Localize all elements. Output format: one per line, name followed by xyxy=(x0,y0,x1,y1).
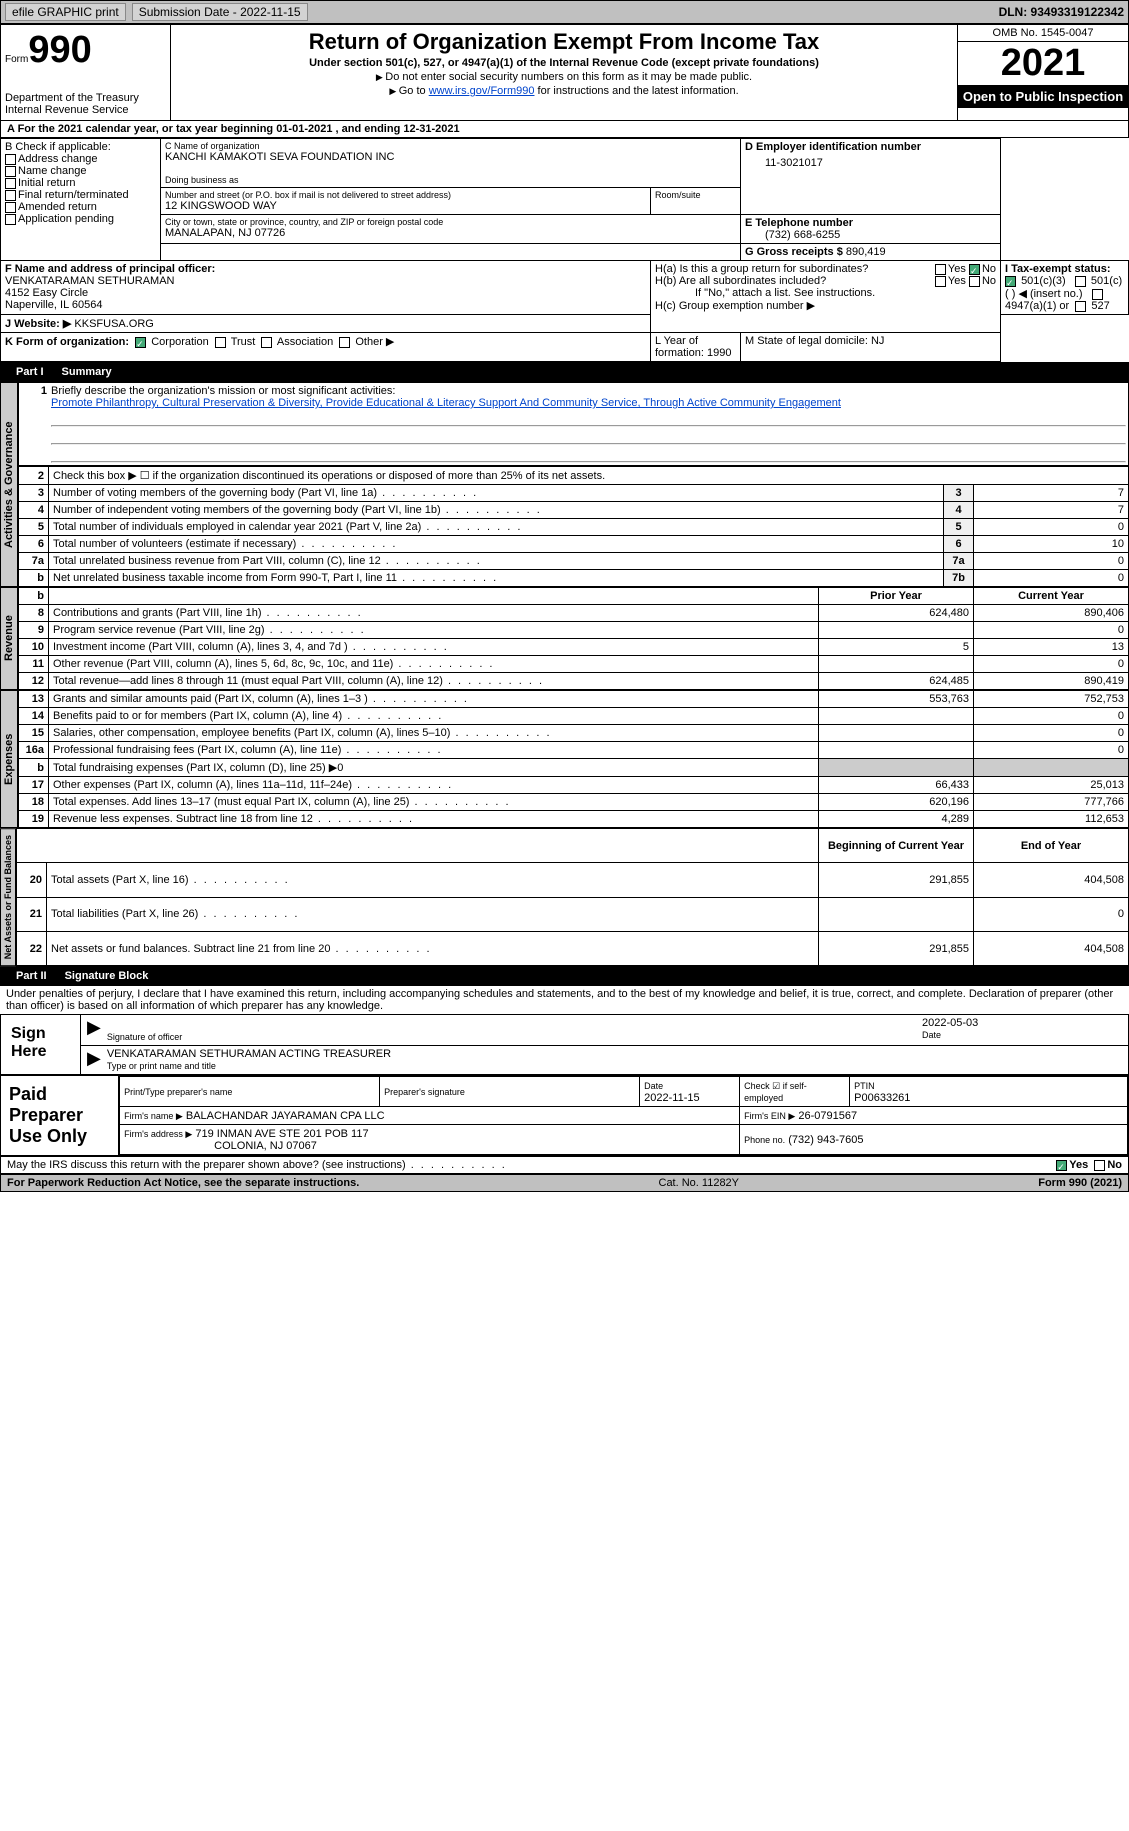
firm-name: BALACHANDAR JAYARAMAN CPA LLC xyxy=(186,1110,385,1122)
note-ssn: Do not enter social security numbers on … xyxy=(175,71,953,83)
signature-date: 2022-05-03 xyxy=(922,1017,1122,1029)
row-a-period: A For the 2021 calendar year, or tax yea… xyxy=(0,121,1129,138)
ein: 11-3021017 xyxy=(745,153,996,169)
note-goto: Go to www.irs.gov/Form990 for instructio… xyxy=(175,85,953,97)
firm-ein: 26-0791567 xyxy=(798,1110,857,1122)
city-state-zip: MANALAPAN, NJ 07726 xyxy=(165,227,736,239)
year-formation: 1990 xyxy=(707,347,731,359)
omb-number: OMB No. 1545-0047 xyxy=(958,25,1128,42)
ptin: P00633261 xyxy=(854,1092,910,1104)
box-b: B Check if applicable: Address changeNam… xyxy=(1,139,161,261)
part1-header: Part ISummary xyxy=(0,362,1129,382)
hb-no-checkbox[interactable] xyxy=(969,276,980,287)
prep-date: 2022-11-15 xyxy=(644,1092,699,1104)
website: KKSFUSA.ORG xyxy=(74,318,153,330)
irs-link[interactable]: www.irs.gov/Form990 xyxy=(429,85,535,97)
hb-yes-checkbox[interactable] xyxy=(935,276,946,287)
perjury-declaration: Under penalties of perjury, I declare th… xyxy=(0,986,1129,1014)
officer-name: VENKATARAMAN SETHURAMAN xyxy=(5,275,646,287)
form-number: 990 xyxy=(28,29,91,71)
revenue-lines: bPrior YearCurrent Year 8Contributions a… xyxy=(18,587,1129,690)
governance-lines: 2Check this box ▶ ☐ if the organization … xyxy=(18,466,1129,587)
gross-receipts: 890,419 xyxy=(846,246,886,258)
sign-here-block: Sign Here ▶ Signature of officer 2022-05… xyxy=(0,1014,1129,1075)
discuss-no-checkbox[interactable] xyxy=(1094,1160,1105,1171)
tab-netassets: Net Assets or Fund Balances xyxy=(0,828,16,966)
tab-activities: Activities & Governance xyxy=(0,382,18,587)
form-header: Form990 Department of the Treasury Inter… xyxy=(0,24,1129,121)
telephone: (732) 668-6255 xyxy=(745,229,996,241)
officer-signature: VENKATARAMAN SETHURAMAN ACTING TREASURER xyxy=(107,1048,391,1060)
submission-date: Submission Date - 2022-11-15 xyxy=(132,3,308,21)
discuss-row: May the IRS discuss this return with the… xyxy=(0,1156,1129,1174)
paid-preparer-block: Paid Preparer Use Only Print/Type prepar… xyxy=(0,1075,1129,1156)
dln: DLN: 93493319122342 xyxy=(999,5,1124,19)
form-title: Return of Organization Exempt From Incom… xyxy=(175,29,953,55)
501c3-checkbox[interactable] xyxy=(1005,276,1016,287)
tab-expenses: Expenses xyxy=(0,690,18,828)
open-inspection: Open to Public Inspection xyxy=(958,85,1128,108)
expense-lines: 13Grants and similar amounts paid (Part … xyxy=(18,690,1129,828)
street-address: 12 KINGSWOOD WAY xyxy=(165,200,646,212)
ha-no-checkbox[interactable] xyxy=(969,264,980,275)
asset-lines: Beginning of Current YearEnd of Year 20T… xyxy=(16,828,1129,966)
tax-year: 2021 xyxy=(958,42,1128,85)
form-word: Form xyxy=(5,54,28,65)
domicile-state: NJ xyxy=(871,335,884,347)
top-bar: efile GRAPHIC print Submission Date - 20… xyxy=(0,0,1129,24)
efile-button[interactable]: efile GRAPHIC print xyxy=(5,3,126,21)
mission-text: Promote Philanthropy, Cultural Preservat… xyxy=(51,397,1126,409)
org-name: KANCHI KAMAKOTI SEVA FOUNDATION INC xyxy=(165,151,736,163)
dept-treasury: Department of the Treasury xyxy=(5,92,166,104)
tab-revenue: Revenue xyxy=(0,587,18,690)
page-footer: For Paperwork Reduction Act Notice, see … xyxy=(0,1174,1129,1192)
discuss-yes-checkbox[interactable] xyxy=(1056,1160,1067,1171)
firm-phone: (732) 943-7605 xyxy=(788,1134,863,1146)
form-subtitle: Under section 501(c), 527, or 4947(a)(1)… xyxy=(175,57,953,69)
part2-header: Part IISignature Block xyxy=(0,966,1129,986)
entity-block: B Check if applicable: Address changeNam… xyxy=(0,138,1129,362)
ha-yes-checkbox[interactable] xyxy=(935,264,946,275)
irs: Internal Revenue Service xyxy=(5,104,166,116)
